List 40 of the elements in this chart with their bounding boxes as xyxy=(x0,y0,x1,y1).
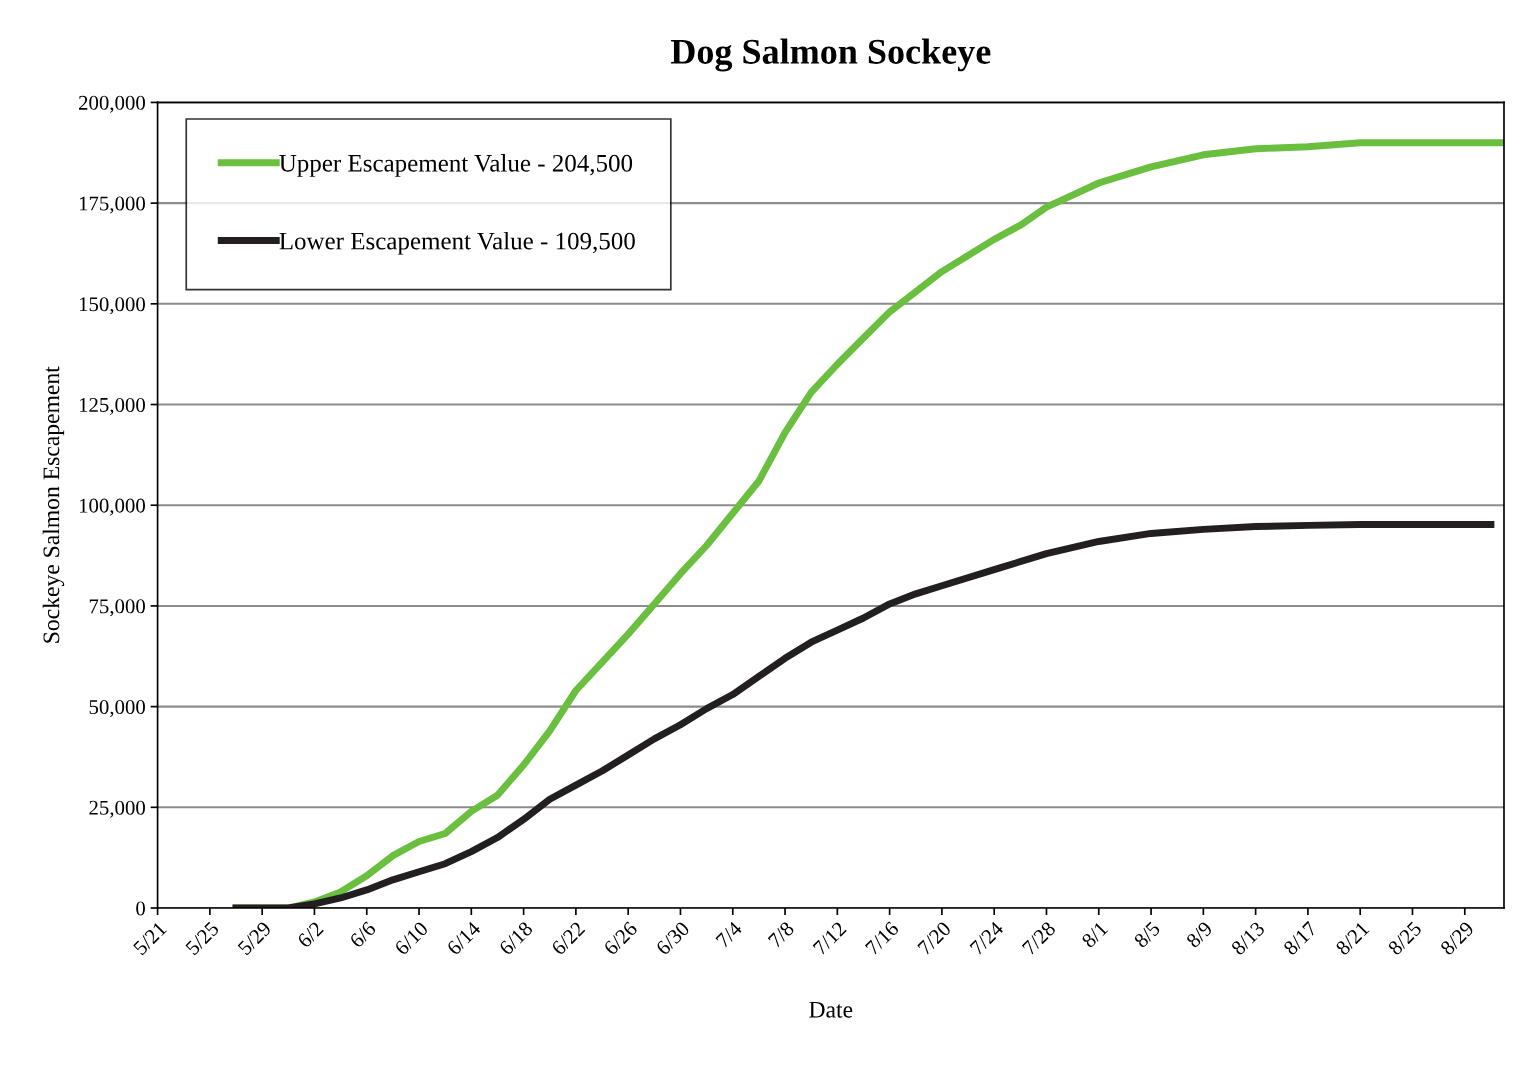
x-tick-label: 8/13 xyxy=(1230,920,1266,956)
y-tick-label: 0 xyxy=(136,901,145,916)
x-tick-label: 7/24 xyxy=(969,920,1005,956)
y-tick-label: 125,000 xyxy=(79,397,145,415)
x-tick-label: 8/25 xyxy=(1387,920,1423,956)
x-tick-label: 7/4 xyxy=(715,920,743,949)
x-tick-label: 6/6 xyxy=(349,920,377,949)
x-tick-label: 8/5 xyxy=(1133,920,1161,949)
x-axis-title: Date xyxy=(809,1001,853,1018)
x-tick-label: 8/9 xyxy=(1185,920,1214,949)
x-tick-label: 7/8 xyxy=(767,920,795,949)
x-tick-label: 8/21 xyxy=(1335,921,1370,956)
x-tick-label: 6/26 xyxy=(603,920,639,956)
x-tick-label: 6/10 xyxy=(393,920,429,956)
y-axis-title: Sockeye Salmon Escapement xyxy=(42,366,65,643)
x-tick-label: 5/25 xyxy=(185,920,220,956)
x-tick-label: 7/16 xyxy=(864,920,900,956)
y-tick-label: 100,000 xyxy=(79,498,145,516)
y-tick-label: 200,000 xyxy=(78,95,145,113)
x-tick-label: 5/21 xyxy=(132,921,168,956)
x-tick-label: 6/30 xyxy=(655,920,691,956)
y-tick-label: 25,000 xyxy=(89,800,145,818)
y-tick-label: 75,000 xyxy=(89,599,145,617)
x-tick-label: 7/12 xyxy=(812,921,847,956)
x-tick-label: 6/18 xyxy=(498,920,534,956)
legend-label: Upper Escapement Value - 204,500 xyxy=(279,154,633,177)
x-tick-label: 6/14 xyxy=(446,920,482,956)
x-tick-label: 8/17 xyxy=(1282,920,1318,956)
x-tick-label: 8/29 xyxy=(1439,920,1475,956)
x-tick-label: 6/2 xyxy=(296,921,325,949)
x-tick-label: 8/1 xyxy=(1080,921,1109,949)
chart-title: Dog Salmon Sockeye xyxy=(670,38,991,72)
x-tick-label: 7/28 xyxy=(1021,920,1057,956)
x-tick-label: 6/22 xyxy=(550,921,586,956)
y-tick-label: 175,000 xyxy=(79,196,145,214)
y-tick-label: 50,000 xyxy=(89,699,145,718)
legend-label: Lower Escapement Value - 109,500 xyxy=(279,231,635,255)
y-tick-label: 150,000 xyxy=(79,297,145,315)
x-tick-label: 5/29 xyxy=(237,920,272,956)
x-tick-label: 7/20 xyxy=(917,920,952,956)
